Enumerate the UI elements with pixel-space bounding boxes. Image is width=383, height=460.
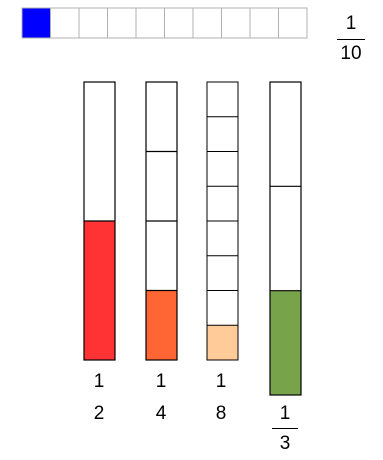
bar-segment — [207, 116, 238, 152]
strip-outline — [21, 7, 308, 39]
quarter-denominator: 4 — [155, 403, 167, 424]
bar-segment — [146, 151, 177, 221]
bar-segment — [207, 82, 238, 117]
bar-segment — [84, 82, 115, 221]
bar-segment — [207, 255, 238, 291]
strip-cell — [193, 8, 222, 38]
strip-cell — [136, 8, 165, 38]
strip-cell-filled — [22, 8, 51, 38]
bar-segment — [270, 82, 301, 187]
eighth-denominator: 8 — [215, 403, 227, 424]
half-denominator: 2 — [93, 403, 105, 424]
bar-outline — [145, 81, 178, 361]
strip-denominator: 10 — [340, 43, 362, 64]
bar-segment — [146, 82, 177, 152]
third-denominator: 3 — [279, 433, 291, 454]
strip-cell — [79, 8, 108, 38]
strip-cell — [221, 8, 250, 38]
third-fraction-line — [272, 428, 298, 429]
bar-segment-filled — [146, 290, 177, 360]
fraction-bars — [83, 81, 302, 396]
bar-segment — [207, 290, 238, 326]
bar-outline — [269, 81, 302, 396]
strip-cell — [50, 8, 79, 38]
strip-cell — [250, 8, 279, 38]
bar-segment-filled — [270, 290, 301, 395]
bar-outline — [83, 81, 116, 361]
bar-outline — [206, 81, 239, 361]
bar-segment-filled — [84, 221, 115, 360]
bar-segment — [207, 151, 238, 187]
strip-fraction-line — [337, 39, 365, 40]
strip-cell — [107, 8, 136, 38]
tenths-strip — [21, 7, 308, 39]
bar-segment-filled — [207, 325, 238, 360]
bar-segment — [207, 186, 238, 221]
bar-segment — [146, 221, 177, 291]
quarter-numerator: 1 — [155, 371, 167, 392]
bar-segment — [270, 186, 301, 291]
bar-segment — [207, 221, 238, 256]
eighth-numerator: 1 — [215, 371, 227, 392]
strip-numerator: 1 — [345, 13, 357, 34]
third-numerator: 1 — [279, 403, 291, 424]
strip-cell — [278, 8, 307, 38]
half-numerator: 1 — [93, 371, 105, 392]
strip-cell — [164, 8, 193, 38]
